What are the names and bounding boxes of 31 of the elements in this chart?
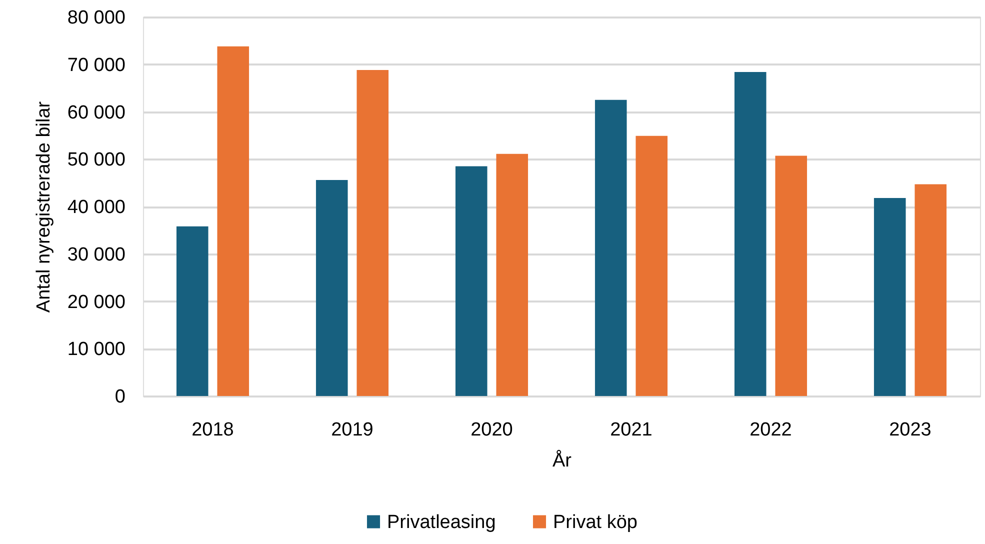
bar	[874, 198, 906, 396]
x-tick-label: 2019	[331, 420, 374, 440]
bar	[455, 166, 488, 396]
y-tick-label: 10 000	[67, 339, 126, 360]
legend-label: Privat köp	[553, 512, 638, 533]
bar	[316, 180, 348, 396]
x-tick-label: 2021	[610, 420, 652, 440]
y-tick-label: 60 000	[67, 102, 126, 124]
bar	[775, 156, 808, 396]
y-tick-label: 30 000	[67, 244, 126, 266]
y-tick-label: 20 000	[67, 292, 126, 313]
x-axis-title: År	[552, 450, 572, 472]
x-tick-label: 2020	[470, 420, 513, 440]
x-tick-label: 2023	[889, 420, 932, 440]
bar	[734, 72, 766, 396]
legend-label: Privatleasing	[387, 512, 496, 533]
bar	[914, 184, 947, 396]
bar	[636, 136, 668, 396]
bar	[496, 154, 528, 396]
y-tick-label: 0	[114, 386, 126, 408]
x-tick-label: 2022	[750, 420, 792, 440]
bar	[217, 46, 250, 396]
x-tick-label: 2018	[192, 420, 234, 440]
bar	[176, 226, 208, 396]
y-tick-label: 80 000	[67, 8, 126, 28]
bar	[356, 70, 389, 396]
bar	[594, 100, 627, 396]
y-tick-label: 50 000	[67, 150, 126, 171]
y-tick-label: 40 000	[67, 197, 126, 218]
y-tick-label: 70 000	[67, 54, 126, 76]
y-axis-title: Antal nyregistrerade bilar	[33, 100, 54, 313]
